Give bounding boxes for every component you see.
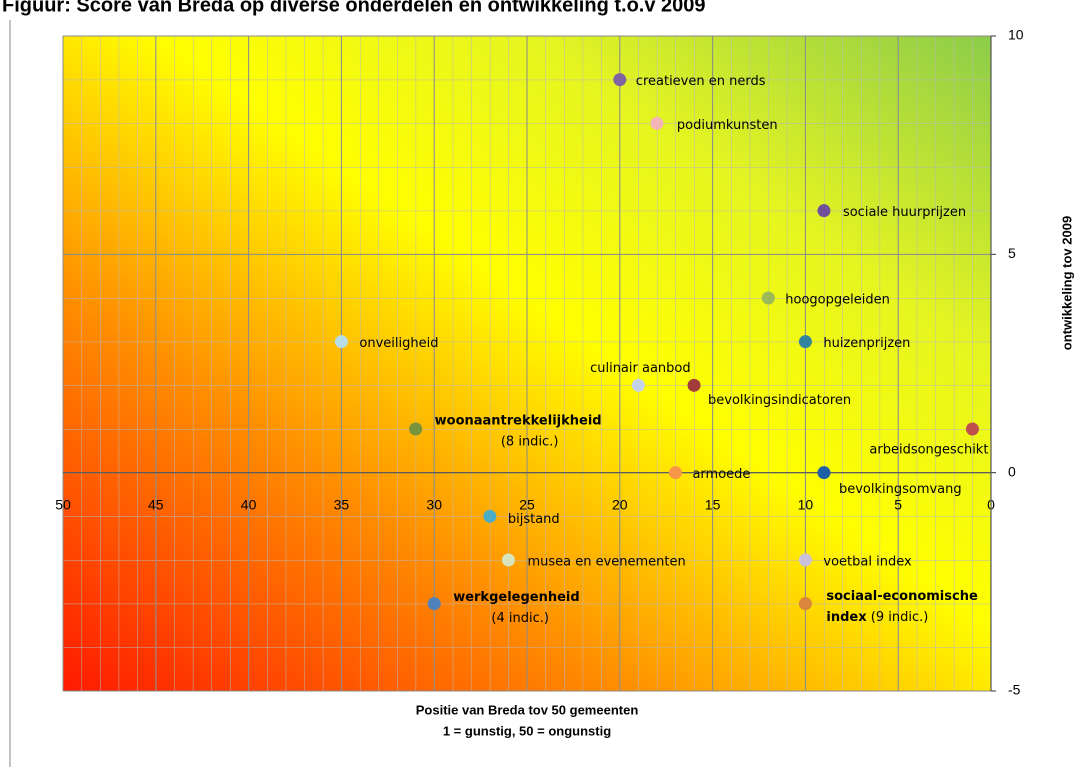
x-tick-label: 40 [241,496,257,512]
point [761,291,775,305]
x-axis-label: Positie van Breda tov 50 gemeenten [416,702,639,717]
point-note: (8 indic.) [501,435,559,450]
chart-title: Figuur: Score van Breda op diverse onder… [2,0,706,16]
point [409,422,423,436]
x-tick-label: 35 [334,496,350,512]
point-label: bijstand [508,512,560,527]
point-label: musea en evenementen [527,555,685,570]
point [798,335,812,349]
point [650,116,664,130]
point [613,73,627,87]
x-axis-label: 1 = gunstig, 50 = ongunstig [443,723,611,738]
point-label: werkgelegenheid [453,590,580,605]
y-tick-label: 10 [1008,27,1024,43]
x-tick-label: 50 [55,496,71,512]
point-label: bevolkingsindicatoren [708,393,851,408]
point [427,597,441,611]
point-label: sociaal-economische index (9 indic.) [826,586,991,628]
point-label: bevolkingsomvang [839,482,962,497]
x-tick-label: 10 [798,496,814,512]
y-tick-label: 5 [1008,245,1016,261]
x-tick-label: 30 [426,496,442,512]
point [501,553,515,567]
point [817,204,831,218]
point [483,509,497,523]
y-tick-label: -5 [1008,682,1021,698]
point [798,553,812,567]
label-box: sociaal-economische index (9 indic.) [826,586,991,628]
x-tick-label: 20 [612,496,628,512]
point-label: arbeidsongeschikt [869,443,988,458]
point-label: creatieven en nerds [636,74,766,89]
point-label: woonaantrekkelijkheid [435,414,602,429]
x-tick-label: 45 [148,496,164,512]
x-tick-label: 25 [519,496,535,512]
point-label: huizenprijzen [823,336,910,351]
x-tick-label: 5 [894,496,902,512]
point-label: hoogopgeleiden [785,293,890,308]
y-tick-label: 0 [1008,463,1016,479]
point-name: sociaal-economische index [826,588,978,625]
point-label: voetbal index [823,555,912,570]
point [334,335,348,349]
point-note: (9 indic.) [870,609,929,625]
point-label: sociale huurprijzen [843,205,966,220]
point-note: (4 indic.) [491,611,549,626]
point [798,597,812,611]
point-label: podiumkunsten [677,118,778,133]
point [817,466,831,480]
point-label: armoede [692,467,750,482]
point [687,378,701,392]
x-tick-label: 15 [705,496,721,512]
point-label: onveiligheid [359,336,438,351]
point-label: culinair aanbod [590,361,691,376]
point [631,378,645,392]
y-axis-label: ontwikkeling tov 2009 [1059,216,1074,350]
point [668,466,682,480]
point [965,422,979,436]
